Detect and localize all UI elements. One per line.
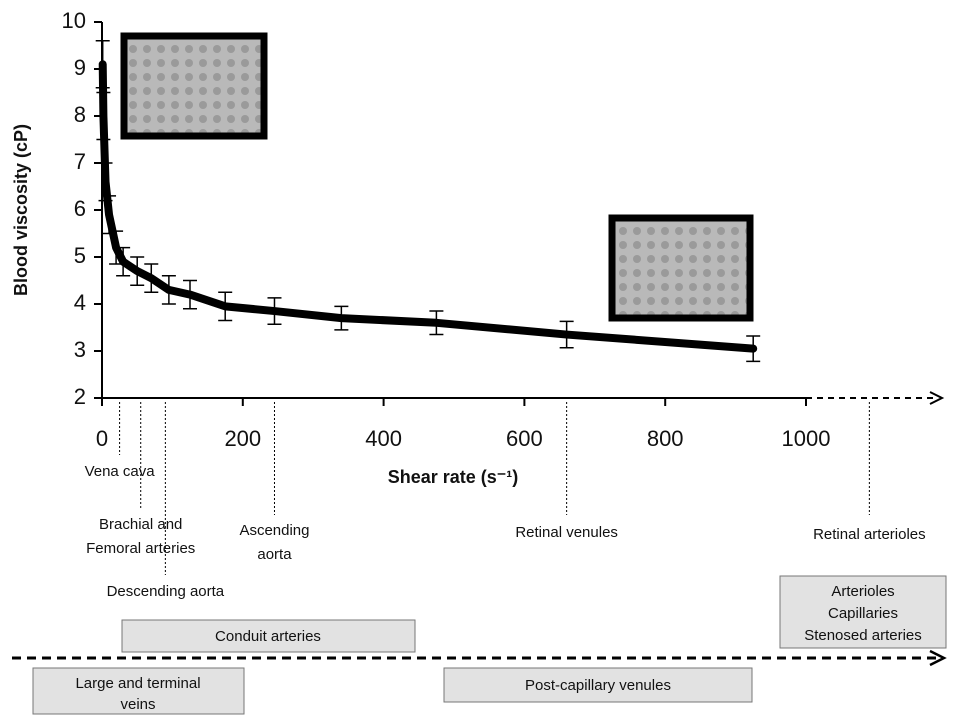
region-label: Stenosed arteries [804,627,922,644]
x-tick-label: 1000 [782,426,831,451]
x-tick-label: 600 [506,426,543,451]
x-tick-label: 800 [647,426,684,451]
x-axis-label: Shear rate (s⁻¹) [388,467,519,487]
region-label: Arterioles [831,583,894,600]
region-label: Large and terminal [75,675,200,692]
chart: Conduit arteries Arterioles Capillaries … [0,0,966,716]
region-label: Conduit arteries [215,628,321,645]
y-tick-label: 7 [74,149,86,174]
annotation-label: Retinal venules [515,524,618,541]
region-label: Post-capillary venules [525,677,671,694]
region-label: Capillaries [828,605,898,622]
annotation-label: Vena cava [85,463,156,480]
annotation-label: Brachial and [99,516,182,533]
y-tick-label: 10 [62,8,86,33]
region-box: Large and terminal veins [33,668,244,714]
region-box: Arterioles Capillaries Stenosed arteries [780,576,946,648]
y-axis-label: Blood viscosity (cP) [11,124,31,296]
y-tick-label: 8 [74,102,86,127]
x-tick-label: 0 [96,426,108,451]
annotation-label: Retinal arterioles [813,526,926,543]
x-tick-label: 200 [224,426,261,451]
annotation-label: aorta [257,546,292,563]
annotation-label: Femoral arteries [86,540,195,557]
y-tick-label: 9 [74,55,86,80]
photo [612,218,750,318]
x-tick-label: 400 [365,426,402,451]
photo [124,36,264,136]
region-label: veins [120,696,155,713]
y-tick-label: 6 [74,196,86,221]
y-tick-label: 2 [74,384,86,409]
y-tick-label: 5 [74,243,86,268]
y-tick-label: 3 [74,337,86,362]
region-box: Post-capillary venules [444,668,752,702]
y-tick-label: 4 [74,290,86,315]
annotation-label: Descending aorta [107,583,225,600]
region-box: Conduit arteries [122,620,415,652]
annotation-label: Ascending [239,522,309,539]
